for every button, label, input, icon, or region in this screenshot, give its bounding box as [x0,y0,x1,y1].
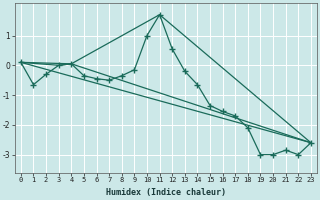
X-axis label: Humidex (Indice chaleur): Humidex (Indice chaleur) [106,188,226,197]
